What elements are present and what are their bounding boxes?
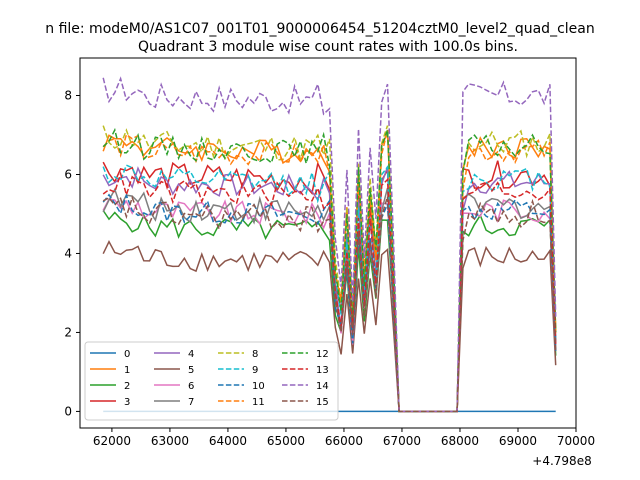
x-tick-label: 62000 [93,434,131,448]
legend-label: 1 [124,365,130,376]
legend-label: 12 [316,349,329,360]
series-line-3 [102,160,557,413]
x-tick-label: 66000 [325,434,363,448]
series-line-4 [102,166,557,413]
x-tick-label: 70000 [557,434,595,448]
x-tick-label: 63000 [151,434,189,448]
legend-label: 3 [124,397,130,408]
series-line-14 [102,76,557,413]
x-tick-label: 69000 [499,434,537,448]
y-tick-label: 2 [64,325,72,339]
plot-frame [79,57,577,429]
figure-suptitle: n file: modeM0/AS1C07_001T01_9000006454_… [45,21,594,37]
series-line-12 [102,127,557,413]
series-line-15 [102,195,557,413]
legend-label: 4 [188,349,194,360]
series-line-13 [102,171,557,413]
legend-label: 13 [316,365,329,376]
series-line-2 [102,210,557,413]
series-line-7 [102,187,557,413]
series-layer [102,76,557,413]
legend-label: 14 [316,381,329,392]
legend-label: 9 [252,365,258,376]
x-tick-label: 64000 [209,434,247,448]
legend-box [84,341,339,421]
legend-label: 8 [252,349,258,360]
legend-label: 6 [188,381,194,392]
y-tick-label: 0 [64,404,72,418]
legend-label: 0 [124,349,130,360]
x-tick-label: 65000 [267,434,305,448]
legend-label: 10 [252,381,265,392]
chart-title: Quadrant 3 module wise count rates with … [138,39,518,55]
series-line-5 [102,240,557,413]
x-tick-label: 68000 [441,434,479,448]
ticks-layer: 62000 63000 64000 65000 66000 67000 68000 69000… [64,89,595,448]
legend-label: 11 [252,397,265,408]
y-tick-label: 4 [64,246,72,260]
legend-label: 7 [188,397,194,408]
legend-label: 15 [316,397,329,408]
y-tick-label: 8 [64,89,72,103]
x-offset-label: +4.798e8 [532,454,591,468]
legend-label: 2 [124,381,130,392]
legend-label: 5 [188,365,194,376]
x-tick-label: 67000 [383,434,421,448]
y-tick-label: 6 [64,167,72,181]
